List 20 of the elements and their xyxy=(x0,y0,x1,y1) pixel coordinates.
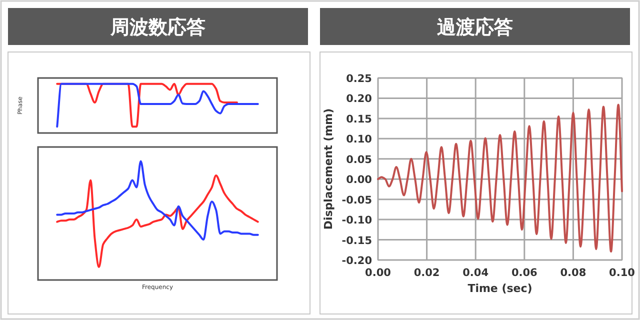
y-axis-title: Displacement (mm) xyxy=(322,108,335,230)
y-tick-label: 0.25 xyxy=(346,73,372,85)
x-tick-label: 0.00 xyxy=(365,267,391,279)
y-tick-label: 0.10 xyxy=(346,134,372,146)
chart-title: 周波数応答 xyxy=(110,16,206,38)
y-tick-label: 0.20 xyxy=(346,93,372,106)
x-tick-label: 0.04 xyxy=(462,267,489,279)
x-axis-title: Time (sec) xyxy=(468,282,532,295)
y-tick-label: 0.05 xyxy=(346,154,372,166)
y-tick-label: -0.10 xyxy=(342,214,372,227)
y-tick-label: -0.05 xyxy=(342,194,372,206)
chart-title: 過渡応答 xyxy=(436,16,513,38)
x-tick-label: 0.08 xyxy=(560,267,586,279)
y-tick-label: 0.00 xyxy=(346,174,372,186)
x-tick-label: 0.02 xyxy=(414,267,440,279)
y-tick-label: -0.20 xyxy=(342,255,372,267)
x-tick-label: 0.06 xyxy=(511,267,538,279)
x-tick-label: 0.10 xyxy=(609,267,635,279)
y-tick-label: 0.15 xyxy=(346,113,372,126)
y-tick-label: -0.15 xyxy=(342,234,372,247)
